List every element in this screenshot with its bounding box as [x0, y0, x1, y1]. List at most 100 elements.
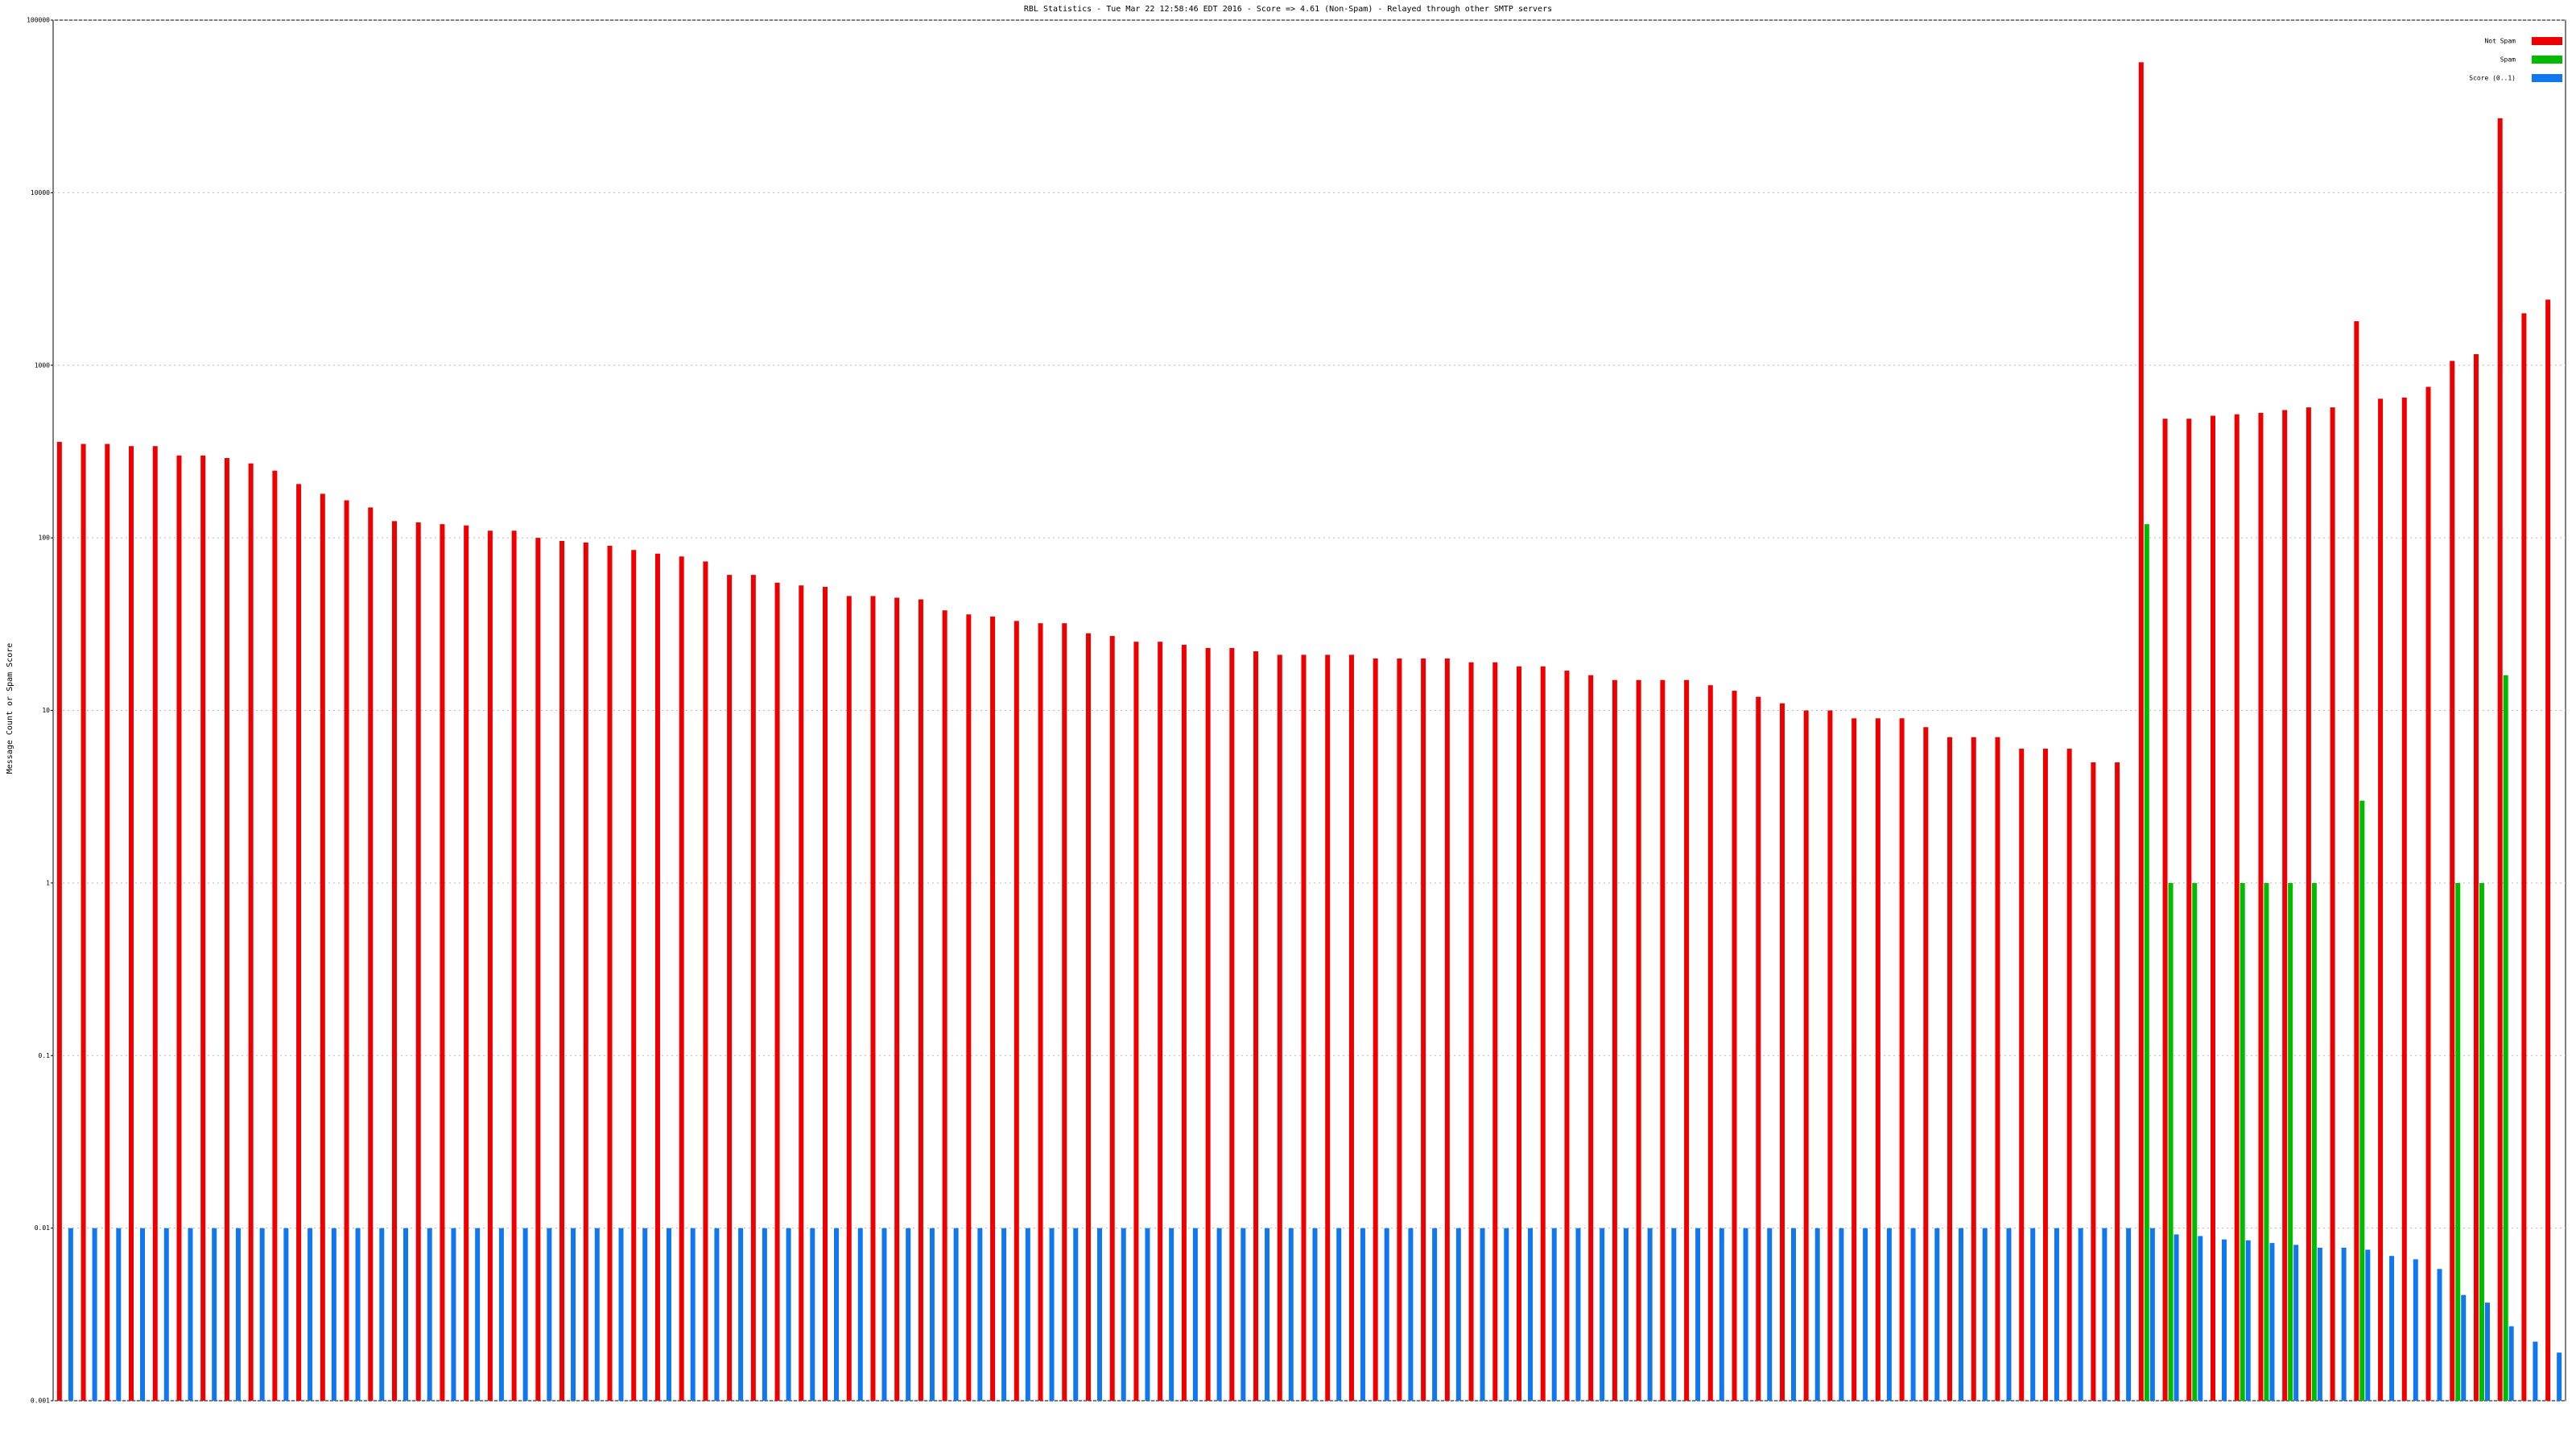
bar: [1551, 1228, 1557, 1401]
bar: [1265, 1228, 1270, 1401]
legend-label: Not Spam: [2484, 38, 2516, 45]
bar: [607, 545, 613, 1401]
bar: [1575, 1228, 1581, 1401]
bar: [1852, 718, 1857, 1401]
bar: [402, 1228, 408, 1401]
bar: [163, 1228, 169, 1401]
bar: [2066, 749, 2072, 1401]
bar: [631, 550, 637, 1401]
bar: [2365, 1249, 2371, 1401]
bar: [690, 1228, 696, 1401]
bar: [2401, 397, 2407, 1401]
bar: [918, 599, 923, 1401]
bar: [1073, 1228, 1079, 1401]
bar: [1216, 1228, 1222, 1401]
bar: [2484, 1302, 2490, 1401]
bar: [1384, 1228, 1389, 1401]
bar: [475, 1228, 481, 1401]
bar: [594, 1228, 600, 1401]
bar: [1743, 1228, 1748, 1401]
bar: [559, 540, 565, 1402]
bar: [498, 1228, 504, 1401]
bar: [2198, 1236, 2203, 1401]
bar: [1192, 1228, 1198, 1401]
bar: [1707, 685, 1713, 1401]
bar: [1145, 1228, 1150, 1401]
bar: [2341, 1247, 2347, 1401]
y-tick-label: 0.001: [31, 1397, 50, 1405]
bar: [942, 610, 947, 1401]
bar: [2455, 882, 2461, 1401]
bar: [2330, 407, 2335, 1401]
bar: [2508, 1326, 2514, 1401]
bar: [618, 1228, 624, 1401]
bar: [966, 614, 972, 1401]
bar: [1517, 666, 1522, 1401]
bar: [355, 1228, 361, 1401]
bar: [738, 1228, 744, 1401]
bar: [2503, 675, 2508, 1401]
bar: [2450, 361, 2455, 1401]
bar: [727, 575, 733, 1401]
bar: [379, 1228, 385, 1401]
bar: [1001, 1228, 1007, 1401]
bar: [2019, 749, 2025, 1401]
bar: [2078, 1228, 2083, 1401]
bar: [2378, 398, 2384, 1401]
bar: [750, 575, 756, 1401]
y-tick-label: 1: [46, 879, 50, 886]
bar: [308, 1228, 313, 1401]
bar: [2264, 882, 2269, 1401]
bar: [1133, 642, 1139, 1401]
bar: [1169, 1228, 1174, 1401]
bar: [1923, 727, 1929, 1401]
bar: [1229, 647, 1235, 1401]
bar: [2317, 1247, 2322, 1401]
bar: [415, 522, 421, 1401]
bar: [56, 441, 62, 1401]
bar: [1803, 710, 1809, 1401]
bar: [188, 1228, 193, 1401]
bar: [1397, 658, 1402, 1401]
bar: [846, 596, 852, 1401]
bar: [2413, 1259, 2418, 1401]
bar: [1432, 1228, 1438, 1401]
bar: [1660, 679, 1666, 1401]
bar: [2115, 762, 2120, 1401]
bar: [1779, 703, 1785, 1401]
bar: [1947, 737, 1953, 1401]
bar: [1062, 623, 1067, 1401]
bar: [2144, 524, 2149, 1401]
bar: [2168, 882, 2174, 1401]
bar: [1373, 658, 1378, 1401]
bar: [1684, 679, 1690, 1401]
y-tick-label: 0.1: [39, 1052, 51, 1059]
bar: [1408, 1228, 1414, 1401]
bar: [1767, 1228, 1773, 1401]
bar: [2222, 1239, 2227, 1401]
bar: [1982, 1228, 1988, 1401]
bar: [1756, 696, 1761, 1401]
bar: [391, 521, 397, 1402]
bar: [1910, 1228, 1916, 1401]
bar: [2240, 882, 2245, 1401]
bar: [679, 556, 684, 1401]
bar: [2293, 1245, 2299, 1401]
bar: [1025, 1228, 1030, 1401]
bar: [703, 561, 708, 1401]
bar: [1421, 658, 1426, 1401]
bar: [1492, 662, 1498, 1401]
bar: [68, 1228, 73, 1401]
bar: [2533, 1341, 2538, 1401]
bar: [2425, 386, 2431, 1402]
bar: [1336, 1228, 1342, 1401]
bar: [1839, 1228, 1844, 1401]
bar: [1109, 636, 1115, 1401]
bar: [2030, 1228, 2036, 1401]
bar: [535, 538, 541, 1401]
bar: [2211, 415, 2216, 1401]
bar: [2126, 1228, 2132, 1401]
bar: [92, 1228, 97, 1401]
bar: [1181, 644, 1187, 1401]
